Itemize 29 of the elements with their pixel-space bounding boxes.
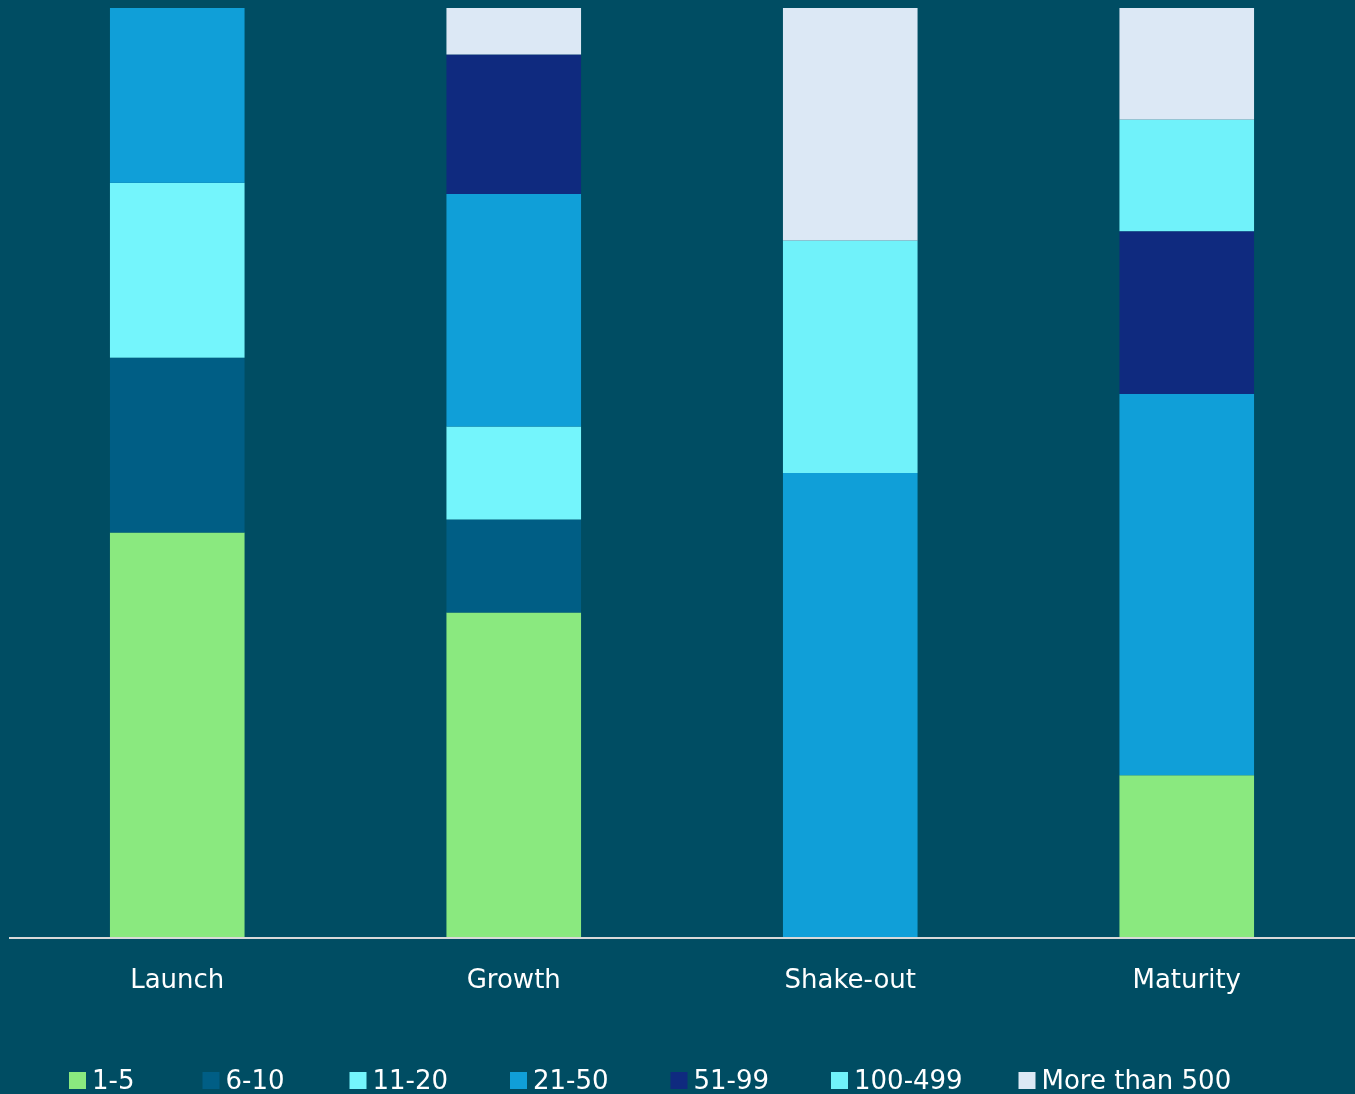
bar (1119, 775, 1255, 938)
legend-label: 21-50 (533, 1065, 609, 1094)
bar (782, 473, 918, 938)
legend-label: 51-99 (693, 1065, 770, 1094)
bar (446, 612, 582, 938)
bar (782, 8, 918, 241)
bar (109, 8, 245, 183)
bar (782, 240, 918, 473)
x-tick-label: Growth (466, 964, 561, 994)
legend-label: 100-499 (854, 1065, 963, 1094)
bar (446, 194, 582, 427)
bar (1119, 231, 1255, 394)
legend-label: More than 500 (1041, 1065, 1232, 1094)
bar (446, 426, 582, 520)
bar (446, 54, 582, 194)
bar (1119, 8, 1255, 120)
bar (1119, 119, 1255, 232)
legend-label: 11-20 (372, 1065, 449, 1094)
bar (109, 182, 245, 358)
bar (109, 532, 245, 938)
legend-label: 6-10 (225, 1065, 285, 1094)
bar (446, 519, 582, 613)
bar (1119, 393, 1255, 776)
bar (109, 357, 245, 533)
x-tick-label: Maturity (1132, 964, 1242, 994)
bar (446, 8, 582, 55)
x-tick-label: Launch (130, 964, 225, 994)
x-tick-label: Shake-out (784, 964, 916, 994)
legend-label: 1-5 (92, 1065, 135, 1094)
